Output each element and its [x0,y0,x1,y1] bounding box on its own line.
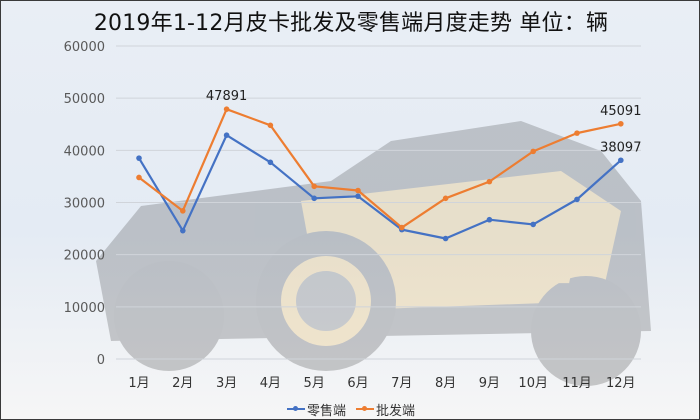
data-point [618,157,624,164]
y-tick-label: 0 [97,353,105,368]
x-tick-label: 4月 [260,376,281,391]
y-tick-label: 60000 [64,40,105,55]
data-point [574,196,580,203]
chart-title: 2019年1-12月皮卡批发及零售端月度走势 单位：辆 [93,11,609,36]
series-line [138,108,622,229]
data-point [267,159,274,166]
y-tick-label: 50000 [64,92,105,107]
y-tick-label: 30000 [64,197,105,212]
data-point [486,216,493,223]
x-tick-label: 10月 [518,376,548,391]
data-point [442,235,449,242]
x-tick-label: 7月 [391,376,412,391]
data-label: 38097 [600,140,641,155]
data-point [530,148,536,155]
data-point [223,106,230,112]
data-point [618,120,624,127]
data-point [136,155,142,161]
x-tick-label: 11月 [562,376,592,391]
y-tick-label: 40000 [64,144,105,159]
data-point [486,178,493,185]
y-tick-label: 10000 [64,301,105,316]
legend-label: 零售端 [306,403,346,419]
data-point [355,187,361,194]
x-tick-label: 1月 [128,376,149,391]
data-point [267,122,274,129]
x-tick-label: 3月 [216,376,237,391]
data-point [136,174,142,181]
svg-text:Tonka: Tonka [386,229,577,297]
data-point [180,208,186,214]
x-tick-label: 6月 [347,376,368,391]
data-point [180,227,186,234]
data-point [399,224,405,231]
x-tick-label: 8月 [435,376,456,391]
data-label: 47891 [206,89,247,104]
data-point [311,183,318,190]
data-point [223,132,230,139]
data-point [530,221,536,228]
data-point [311,195,318,202]
legend-swatch-icon [286,406,305,411]
data-point [355,193,361,200]
y-tick-label: 20000 [64,249,105,264]
x-tick-label: 12月 [606,376,636,391]
series-line [138,134,622,240]
data-point [574,130,580,136]
legend-label: 批发端 [376,403,416,419]
x-tick-label: 5月 [304,376,325,391]
x-tick-label: 9月 [479,376,500,391]
data-label: 45091 [600,104,641,119]
legend-item: 零售端 [286,400,346,419]
legend-item: 批发端 [356,400,415,419]
chart-legend: 零售端 批发端 [1,399,699,419]
data-point [442,195,449,202]
x-tick-label: 2月 [172,376,193,391]
legend-swatch-icon [356,406,374,411]
